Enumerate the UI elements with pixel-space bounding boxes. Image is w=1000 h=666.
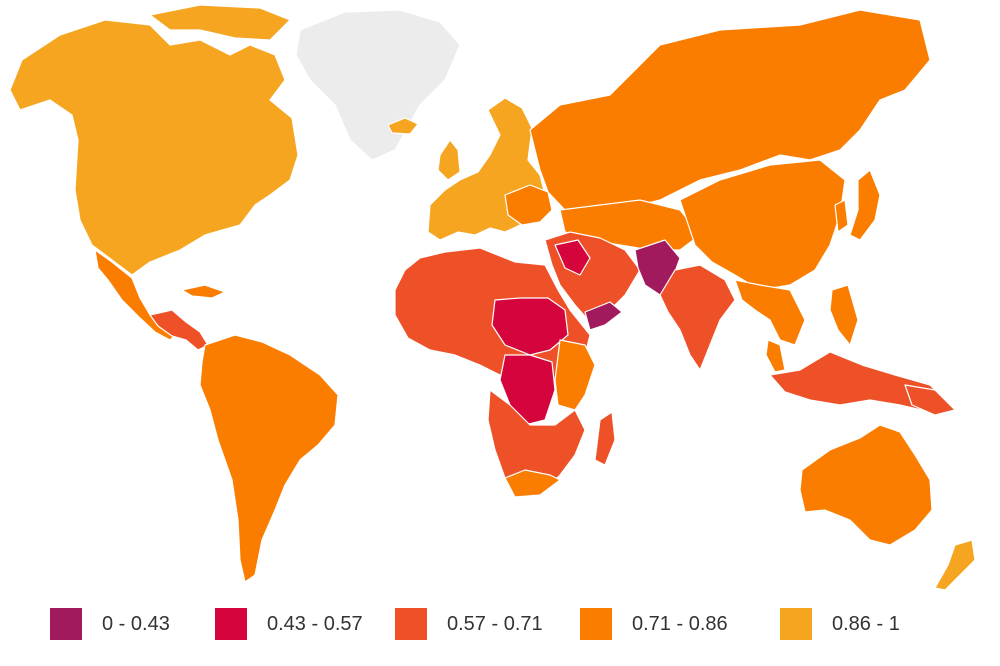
region-greenland[interactable] bbox=[295, 9, 461, 161]
legend-label: 0.57 - 0.71 bbox=[447, 612, 543, 635]
region-south-africa[interactable] bbox=[504, 469, 561, 498]
region-eastern-europe[interactable] bbox=[504, 184, 553, 226]
region-southern-africa[interactable] bbox=[487, 389, 586, 496]
legend-label: 0 - 0.43 bbox=[102, 612, 170, 635]
legend-item-3[interactable]: 0.71 - 0.86 bbox=[580, 608, 728, 640]
region-north-america[interactable] bbox=[9, 19, 299, 276]
region-central-america[interactable] bbox=[149, 309, 209, 351]
legend-label: 0.86 - 1 bbox=[832, 612, 900, 635]
region-philippines[interactable] bbox=[829, 284, 859, 346]
region-southeast-asia[interactable] bbox=[734, 279, 806, 346]
legend-swatch bbox=[395, 608, 427, 640]
legend-swatch bbox=[215, 608, 247, 640]
region-new-zealand[interactable] bbox=[934, 539, 976, 590]
region-arctic-islands[interactable] bbox=[149, 4, 291, 41]
world-choropleth-map bbox=[9, 4, 976, 590]
legend-item-4[interactable]: 0.86 - 1 bbox=[780, 608, 900, 640]
region-uk[interactable] bbox=[437, 139, 461, 181]
legend-item-2[interactable]: 0.57 - 0.71 bbox=[395, 608, 543, 640]
legend-swatch bbox=[780, 608, 812, 640]
region-malaysia[interactable] bbox=[765, 339, 786, 373]
region-japan[interactable] bbox=[849, 169, 881, 241]
legend: 0 - 0.43 0.43 - 0.57 0.57 - 0.71 0.71 - … bbox=[0, 596, 1000, 652]
region-caribbean[interactable] bbox=[181, 284, 226, 299]
region-australia[interactable] bbox=[799, 424, 933, 546]
legend-item-0[interactable]: 0 - 0.43 bbox=[50, 608, 170, 640]
legend-swatch bbox=[50, 608, 82, 640]
region-east-africa[interactable] bbox=[554, 339, 596, 411]
region-png[interactable] bbox=[904, 384, 956, 416]
region-central-africa[interactable] bbox=[499, 354, 556, 426]
region-yemen[interactable] bbox=[584, 301, 623, 331]
legend-item-1[interactable]: 0.43 - 0.57 bbox=[215, 608, 363, 640]
region-iceland[interactable] bbox=[387, 117, 419, 135]
legend-label: 0.43 - 0.57 bbox=[267, 612, 363, 635]
region-iraq-syria[interactable] bbox=[554, 239, 591, 276]
region-south-america[interactable] bbox=[199, 334, 339, 583]
region-madagascar[interactable] bbox=[594, 411, 616, 466]
region-india[interactable] bbox=[659, 264, 736, 371]
region-china[interactable] bbox=[679, 159, 846, 291]
region-korea[interactable] bbox=[834, 199, 849, 233]
legend-label: 0.71 - 0.86 bbox=[632, 612, 728, 635]
legend-swatch bbox=[580, 608, 612, 640]
region-sudan[interactable] bbox=[491, 297, 569, 356]
